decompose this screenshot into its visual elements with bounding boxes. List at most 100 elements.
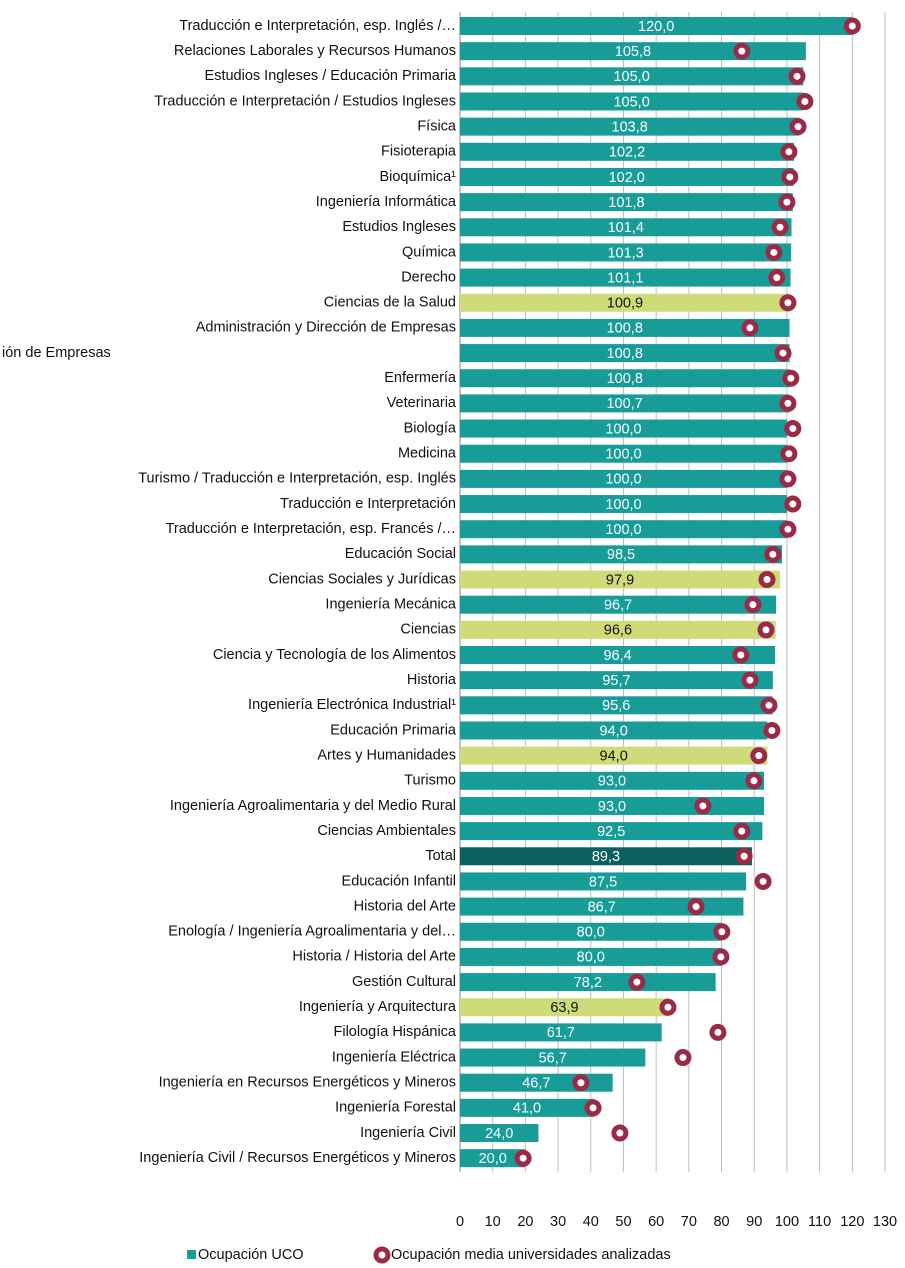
category-label: Historia [407, 672, 457, 688]
marker [781, 168, 799, 186]
category-label: Traducción e Interpretación, esp. Francé… [166, 521, 456, 537]
bar [460, 42, 806, 61]
value-label: 20,0 [479, 1151, 507, 1167]
category-label: Ingeniería Informática [316, 194, 457, 210]
bar [460, 520, 787, 539]
x-tick-label: 10 [485, 1214, 501, 1230]
value-label: 96,7 [604, 598, 632, 614]
category-label: Fisioterapia [381, 144, 457, 160]
marker [779, 470, 797, 488]
value-label: 80,0 [577, 950, 605, 966]
bar [460, 771, 765, 790]
value-label: 100,8 [607, 371, 643, 387]
bar [460, 344, 790, 363]
category-label: Física [417, 118, 457, 134]
value-label: 56,7 [539, 1050, 567, 1066]
marker [778, 193, 796, 211]
marker [758, 571, 776, 589]
value-label: 102,2 [609, 145, 645, 161]
bar [460, 847, 752, 866]
marker [780, 143, 798, 161]
category-label: Ciencias Sociales y Jurídicas [268, 571, 456, 587]
bar [460, 394, 790, 413]
value-label: 93,0 [598, 774, 626, 790]
marker [572, 1074, 590, 1092]
marker [733, 822, 751, 840]
marker [780, 445, 798, 463]
bar [460, 973, 716, 992]
marker [779, 520, 797, 538]
value-label: 78,2 [574, 975, 602, 991]
category-label: Historia / Historia del Arte [292, 949, 456, 965]
bar [460, 117, 800, 136]
marker [741, 319, 759, 337]
category-label: Derecho [401, 269, 456, 285]
bar [460, 545, 783, 564]
marker [784, 495, 802, 513]
bar [460, 193, 793, 212]
legend-label: Ocupación media universidades analizadas [391, 1247, 671, 1263]
x-tick-label: 30 [550, 1214, 566, 1230]
value-label: 61,7 [547, 1025, 575, 1041]
bar [460, 495, 787, 514]
x-tick-label: 120 [840, 1214, 864, 1230]
marker [674, 1049, 692, 1067]
category-label: Enfermería [384, 370, 457, 386]
value-label: 100,7 [606, 396, 642, 412]
bar [460, 872, 747, 891]
marker [843, 17, 861, 35]
bar [460, 822, 763, 841]
value-label: 93,0 [598, 799, 626, 815]
bar [460, 696, 773, 715]
x-tick-label: 90 [746, 1214, 762, 1230]
bar [460, 243, 792, 262]
marker [741, 671, 759, 689]
value-label: 101,3 [607, 245, 643, 261]
category-label: Biología [404, 420, 457, 436]
bar [460, 268, 791, 287]
category-label: Artes y Humanidades [317, 747, 456, 763]
category-label: Veterinaria [387, 395, 457, 411]
category-label: Historia del Arte [354, 898, 456, 914]
category-label: Ciencia y Tecnología de los Alimentos [213, 647, 456, 663]
marker [584, 1099, 602, 1117]
bar [460, 218, 792, 237]
bar [460, 620, 776, 639]
value-label: 24,0 [485, 1126, 513, 1142]
marker [709, 1023, 727, 1041]
bar [460, 318, 790, 337]
value-label: 92,5 [597, 824, 625, 840]
bar [460, 469, 787, 488]
marker [763, 721, 781, 739]
bar [460, 570, 781, 589]
marker [754, 872, 772, 890]
value-label: 89,3 [592, 849, 620, 865]
category-label: Administración y Dirección de Empresas [196, 320, 456, 336]
value-label: 100,0 [605, 522, 641, 538]
bar [460, 1149, 526, 1168]
category-label: Ciencias Ambientales [317, 823, 456, 839]
marker [779, 294, 797, 312]
category-label: Ingeniería Mecánica [325, 597, 457, 613]
marker [784, 420, 802, 438]
value-label: 46,7 [522, 1076, 550, 1092]
x-tick-label: 20 [517, 1214, 533, 1230]
marker [771, 218, 789, 236]
category-label: Traducción e Interpretación, esp. Inglés… [179, 18, 456, 34]
category-label: Ingeniería Forestal [335, 1100, 456, 1116]
bar [460, 595, 777, 614]
value-label: 94,0 [600, 748, 628, 764]
value-label: 105,8 [615, 44, 651, 60]
marker [764, 545, 782, 563]
value-label: 94,0 [600, 723, 628, 739]
category-label: Medicina [398, 446, 457, 462]
category-label: Turismo / Traducción e Interpretación, e… [138, 471, 456, 487]
category-label: Ingeniería Civil / Recursos Energéticos … [139, 1150, 456, 1166]
category-label: Ingeniería Electrónica Industrial¹ [248, 697, 456, 713]
bar [460, 17, 853, 35]
marker [733, 42, 751, 60]
marker [782, 369, 800, 387]
bar [460, 92, 804, 111]
category-label: Enología / Ingeniería Agroalimentaria y … [168, 924, 456, 940]
